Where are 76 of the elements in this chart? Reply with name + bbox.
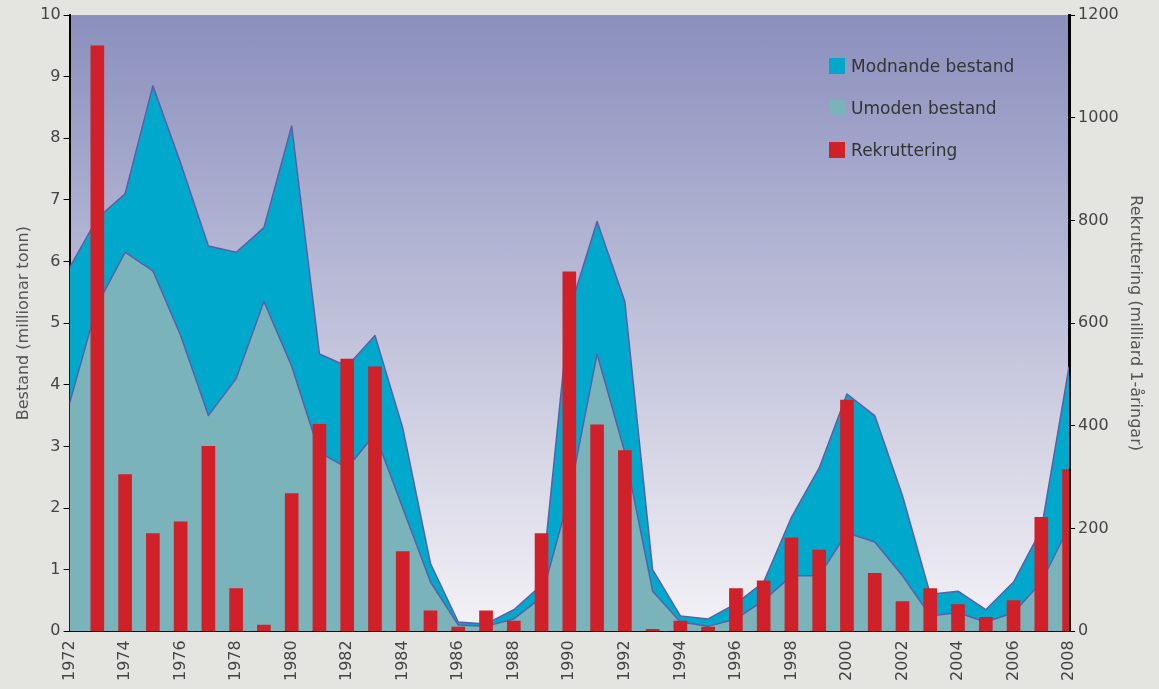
x-tick-label: 2000 (836, 640, 856, 681)
bar (284, 493, 299, 632)
x-tick-label: 1980 (280, 640, 300, 681)
bar (618, 450, 632, 632)
bar (479, 610, 493, 632)
bar (756, 580, 771, 632)
y2-tick-label: 1000 (1078, 106, 1119, 126)
bar (867, 572, 882, 632)
y-tick-label: 7 (50, 189, 61, 209)
x-tick-label: 1996 (725, 640, 745, 681)
y-tick-label: 4 (50, 373, 61, 393)
bar (1006, 600, 1021, 632)
x-tick-label: 1992 (614, 640, 634, 681)
bar (118, 474, 132, 632)
y2-tick-label: 600 (1078, 312, 1109, 332)
y2-tick-label: 0 (1078, 620, 1089, 640)
bar (923, 588, 938, 632)
y2-tick-label: 200 (1078, 517, 1109, 537)
x-tick-label: 1994 (669, 640, 689, 681)
x-tick-label: 2004 (947, 640, 967, 681)
bar (506, 620, 521, 632)
bar (784, 537, 799, 632)
bar (451, 626, 466, 632)
x-tick-label: 2002 (891, 640, 911, 681)
bar (423, 610, 438, 632)
x-tick-label: 1974 (114, 640, 134, 681)
bar (895, 601, 910, 632)
y2-tick-label: 800 (1078, 209, 1109, 229)
bar (90, 45, 105, 632)
y-tick-label: 6 (50, 250, 61, 270)
legend-label: Rekruttering (851, 139, 958, 162)
y-tick-label: 5 (50, 312, 61, 332)
y2-axis-title: Rekruttering (milliard 1-åringar) (1127, 195, 1147, 451)
bar (1034, 516, 1049, 632)
x-tick-label: 1976 (169, 640, 189, 681)
y-tick-label: 10 (40, 4, 61, 24)
x-tick-label: 2006 (1002, 640, 1022, 681)
y-tick-label: 1 (50, 558, 61, 578)
y2-tick-label: 400 (1078, 415, 1109, 435)
bar (812, 549, 827, 632)
x-tick-label: 1986 (447, 640, 467, 681)
bar (590, 424, 604, 632)
bar (701, 626, 715, 632)
y-tick-label: 0 (50, 620, 61, 640)
x-tick-label: 1972 (58, 640, 78, 681)
bar (978, 617, 993, 632)
x-tick-label: 1990 (558, 640, 578, 681)
x-tick-label: 2008 (1058, 640, 1078, 681)
bar (173, 521, 188, 632)
bar (562, 271, 577, 632)
bar (951, 604, 965, 632)
bar (729, 588, 743, 632)
legend-label: Umoden bestand (851, 97, 997, 120)
y-tick-label: 2 (50, 497, 61, 517)
x-tick-label: 1988 (502, 640, 522, 681)
bar (368, 366, 382, 632)
x-tick-label: 1978 (225, 640, 245, 681)
bar (395, 551, 410, 632)
x-tick-label: 1982 (336, 640, 356, 681)
bar (312, 423, 327, 632)
y-tick-label: 9 (50, 65, 61, 85)
y-tick-label: 3 (50, 435, 61, 455)
bar (257, 624, 271, 632)
y2-tick-label: 1200 (1078, 4, 1119, 24)
bar (840, 399, 854, 632)
bar (340, 358, 355, 632)
y-axis-title: Bestand (millionar tonn) (12, 226, 32, 421)
bar (146, 533, 160, 632)
bar (201, 446, 216, 632)
y-tick-label: 8 (50, 127, 61, 147)
legend-label: Modnande bestand (851, 55, 1015, 78)
bar (229, 588, 243, 632)
bar (534, 533, 549, 632)
x-tick-label: 1984 (391, 640, 411, 681)
bar (673, 620, 688, 632)
x-tick-label: 1998 (780, 640, 800, 681)
